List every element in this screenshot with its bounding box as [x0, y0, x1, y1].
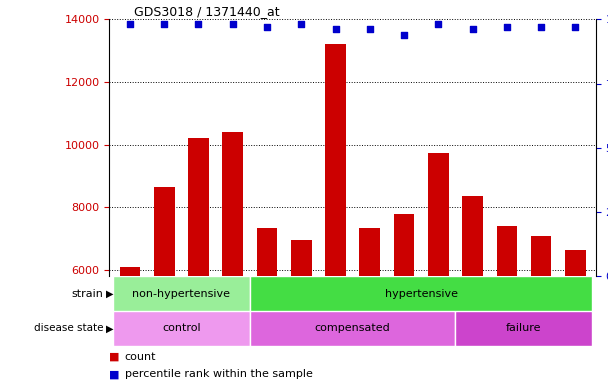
Point — [434, 21, 443, 27]
Text: compensated: compensated — [315, 323, 390, 333]
Point — [365, 26, 375, 33]
Text: control: control — [162, 323, 201, 333]
Text: GDS3018 / 1371440_at: GDS3018 / 1371440_at — [134, 5, 280, 18]
Text: ■: ■ — [109, 352, 120, 362]
Text: disease state: disease state — [34, 323, 103, 333]
Point — [399, 31, 409, 38]
Text: ▶: ▶ — [106, 323, 114, 333]
Bar — [188, 138, 209, 384]
Point — [468, 26, 477, 33]
Bar — [455, 311, 592, 346]
Text: non-hypertensive: non-hypertensive — [133, 289, 230, 299]
Point — [502, 24, 512, 30]
Bar — [462, 197, 483, 384]
Bar — [250, 276, 592, 311]
Point — [159, 21, 169, 27]
Point — [536, 24, 546, 30]
Bar — [394, 214, 414, 384]
Text: hypertensive: hypertensive — [385, 289, 458, 299]
Text: strain: strain — [72, 289, 103, 299]
Bar — [565, 250, 586, 384]
Point — [570, 24, 580, 30]
Point — [296, 21, 306, 27]
Bar — [113, 276, 250, 311]
Bar — [154, 187, 174, 384]
Bar — [531, 236, 551, 384]
Point — [331, 26, 340, 33]
Point — [262, 24, 272, 30]
Bar — [359, 228, 380, 384]
Text: percentile rank within the sample: percentile rank within the sample — [125, 369, 313, 379]
Point — [125, 21, 135, 27]
Bar — [497, 226, 517, 384]
Point — [193, 21, 203, 27]
Bar — [291, 240, 311, 384]
Bar — [250, 311, 455, 346]
Text: ■: ■ — [109, 369, 120, 379]
Text: ▶: ▶ — [106, 289, 114, 299]
Bar — [257, 228, 277, 384]
Bar — [325, 44, 346, 384]
Bar — [120, 267, 140, 384]
Text: failure: failure — [506, 323, 542, 333]
Bar — [223, 132, 243, 384]
Point — [228, 21, 238, 27]
Text: count: count — [125, 352, 156, 362]
Bar — [428, 152, 449, 384]
Bar — [113, 311, 250, 346]
